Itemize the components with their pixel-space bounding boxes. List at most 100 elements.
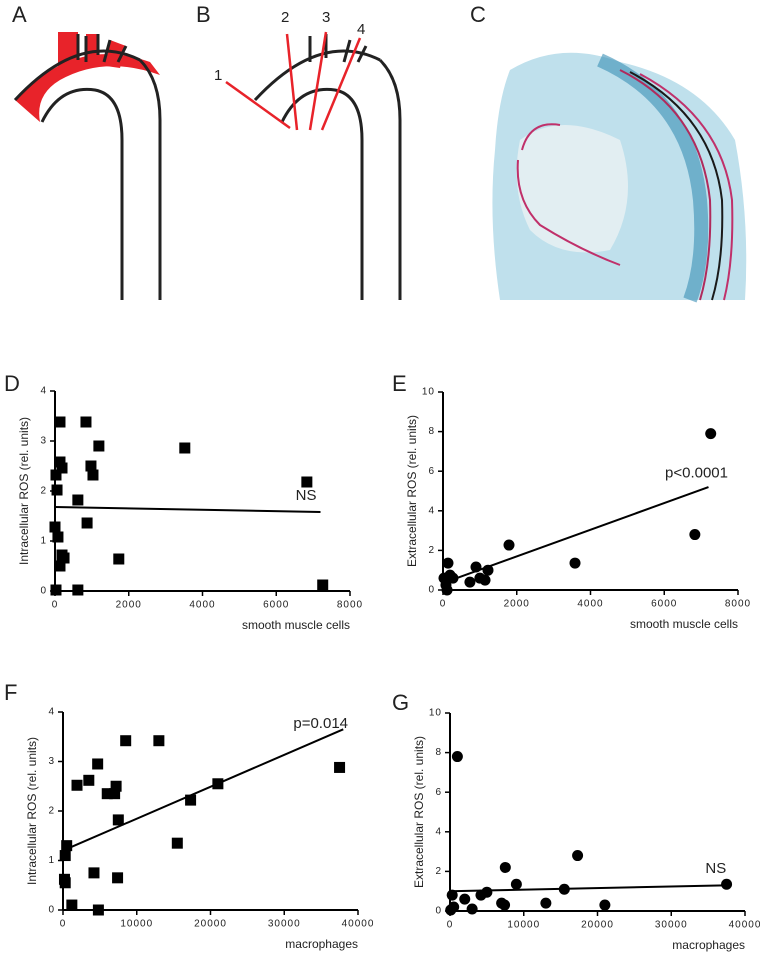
section-label: 1 (214, 67, 222, 84)
annotation: NS (296, 487, 317, 504)
x-axis-label: macrophages (285, 937, 358, 951)
point (441, 584, 453, 596)
fit-line (54, 506, 321, 513)
x-axis-label: smooth muscle cells (630, 617, 738, 631)
point (112, 814, 124, 826)
y-tick-label: 4 (40, 386, 47, 397)
point (179, 442, 191, 454)
x-tick-label: 30000 (268, 919, 301, 930)
point (599, 899, 611, 911)
y-tick-label: 4 (428, 505, 435, 516)
x-tick-label: 10000 (120, 919, 153, 930)
x-tick-label: 40000 (342, 919, 375, 930)
x-tick-label: 0 (447, 920, 454, 931)
y-tick-label: 6 (428, 466, 435, 477)
panel-label: B (196, 2, 211, 27)
x-tick-label: 40000 (729, 920, 760, 931)
x-tick-label: 2000 (116, 600, 142, 611)
point (113, 553, 125, 565)
point (540, 897, 552, 909)
section-label: 2 (281, 9, 289, 26)
point (51, 484, 63, 496)
annotation: p<0.0001 (665, 464, 728, 481)
point (109, 788, 121, 800)
x-tick-label: 4000 (577, 599, 603, 610)
x-tick-label: 8000 (337, 600, 363, 611)
point (569, 557, 581, 569)
point (446, 889, 458, 901)
y-tick-label: 1 (40, 536, 47, 547)
point (503, 539, 515, 551)
point (52, 531, 64, 543)
point (721, 878, 733, 890)
section-label: 4 (357, 21, 365, 38)
fit-line (442, 486, 709, 585)
histology-image (492, 52, 747, 303)
panel-label: E (392, 371, 407, 396)
y-tick-label: 4 (435, 826, 442, 837)
y-axis-label: Intracellular ROS (rel. units) (25, 737, 39, 885)
point (499, 861, 511, 873)
point (56, 462, 68, 474)
point (88, 867, 100, 879)
point (171, 837, 183, 849)
point (185, 794, 197, 806)
x-tick-label: 20000 (581, 920, 614, 931)
y-axis-label: Extracellular ROS (rel. units) (405, 415, 419, 567)
point (445, 904, 457, 916)
panel-label: G (392, 690, 409, 715)
point (120, 735, 132, 747)
y-tick-label: 10 (429, 708, 442, 719)
point (101, 788, 113, 800)
point (479, 574, 491, 586)
y-tick-label: 2 (48, 806, 55, 817)
point (464, 576, 476, 588)
y-tick-label: 6 (435, 787, 442, 798)
section-label: 3 (322, 9, 330, 26)
point (451, 751, 463, 763)
point (87, 469, 99, 481)
x-tick-label: 6000 (263, 600, 289, 611)
point (112, 872, 124, 884)
y-tick-label: 0 (40, 586, 47, 597)
point (80, 416, 92, 428)
point (572, 850, 584, 862)
point (475, 889, 487, 901)
y-tick-label: 1 (48, 855, 55, 866)
y-axis-label: Intracellular ROS (rel. units) (17, 417, 31, 565)
point (92, 758, 104, 770)
point (50, 584, 62, 596)
point (50, 469, 62, 481)
panel-label: C (470, 2, 486, 27)
x-tick-label: 10000 (507, 920, 540, 931)
point (49, 521, 61, 533)
x-axis-label: smooth muscle cells (242, 618, 350, 632)
y-tick-label: 4 (48, 707, 55, 718)
fit-line (62, 728, 344, 852)
panel-label: F (4, 680, 17, 705)
point (442, 557, 454, 569)
point (71, 779, 83, 791)
x-tick-label: 6000 (651, 599, 677, 610)
aorta-diagram-b (225, 31, 402, 300)
point (83, 774, 95, 786)
aorta-diagram-a (13, 32, 162, 300)
x-tick-label: 8000 (725, 599, 751, 610)
y-tick-label: 2 (428, 545, 435, 556)
point (466, 903, 478, 915)
annotation: p=0.014 (293, 715, 348, 732)
point (58, 873, 70, 885)
point (54, 416, 66, 428)
point (72, 494, 84, 506)
point (510, 878, 522, 890)
y-tick-label: 0 (48, 905, 55, 916)
point (81, 517, 93, 529)
y-tick-label: 3 (40, 436, 47, 447)
point (92, 904, 104, 916)
point (705, 428, 717, 440)
x-tick-label: 20000 (194, 919, 227, 930)
point (61, 840, 73, 852)
x-tick-label: 0 (52, 600, 59, 611)
y-tick-label: 2 (435, 866, 442, 877)
